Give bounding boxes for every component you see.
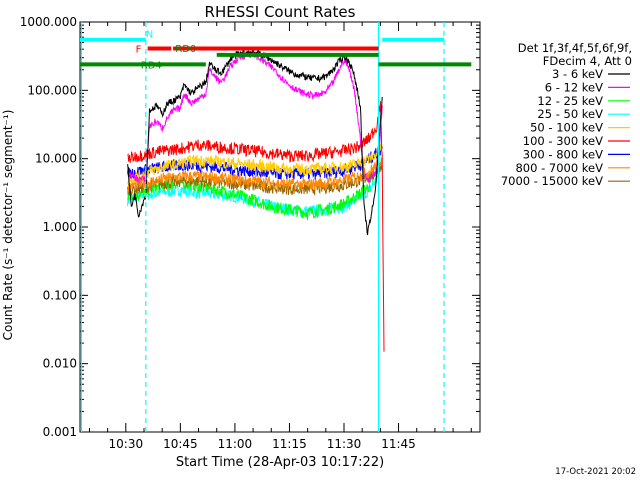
series-line [127, 157, 383, 192]
interval-label: N [146, 30, 153, 41]
legend-label: 50 - 100 keV [530, 121, 603, 135]
x-tick-label: 10:45 [163, 437, 198, 451]
y-axis-label: Count Rate (s⁻¹ detector⁻¹ segment⁻¹) [1, 110, 15, 341]
legend-label: 6 - 12 keV [545, 80, 603, 94]
legend-header-line-1: Det 1f,3f,4f,5f,6f,9f, [518, 41, 632, 55]
legend-label: 100 - 300 keV [523, 134, 603, 148]
interval-label: RD4 [141, 60, 162, 71]
state-intervals: NF RD0 RD4 [80, 30, 472, 71]
series-line [127, 48, 383, 236]
legend-label: 25 - 50 keV [537, 107, 603, 121]
x-axis: 10:30 10:45 11:00 11:15 11:30 11:45 [88, 22, 472, 451]
y-tick-label: 0.001 [43, 425, 77, 439]
legend-label: 800 - 7000 keV [515, 161, 603, 175]
interval-label: RD0 [175, 44, 196, 55]
legend-label: 12 - 25 keV [537, 94, 603, 108]
y-tick-label: 10.000 [35, 152, 77, 166]
timestamp: 17-Oct-2021 20:02 [555, 467, 636, 477]
x-tick-label: 11:30 [327, 437, 362, 451]
y-tick-label: 100.000 [27, 83, 77, 97]
x-axis-label: Start Time (28-Apr-03 10:17:22) [176, 455, 384, 470]
series-layer [127, 48, 385, 352]
x-tick-label: 11:15 [272, 437, 307, 451]
series-line [127, 101, 385, 352]
legend-label: 7000 - 15000 keV [501, 174, 603, 188]
legend: Det 1f,3f,4f,5f,6f,9f, FDecim 4, Att 0 3… [501, 41, 632, 188]
interval-label: F [136, 44, 142, 55]
vertical-markers [80, 22, 445, 432]
y-axis: 0.001 0.010 0.100 1.000 10.000 100.000 1000.00… [20, 15, 480, 439]
x-tick-label: 11:00 [218, 437, 253, 451]
y-tick-label: 1.000 [43, 220, 77, 234]
y-tick-label: 0.010 [43, 357, 77, 371]
legend-label: 300 - 800 keV [523, 147, 603, 161]
chart-title: RHESSI Count Rates [205, 3, 356, 21]
legend-header-line-2: FDecim 4, Att 0 [543, 54, 632, 68]
plot-area: NF RD0 RD4 [79, 21, 481, 433]
x-tick-label: 10:30 [109, 437, 144, 451]
series-line [127, 143, 383, 185]
series-line [127, 165, 383, 218]
plot-frame [79, 21, 481, 433]
series-line [127, 161, 383, 197]
y-tick-label: 0.100 [43, 288, 77, 302]
x-tick-label: 11:45 [381, 437, 416, 451]
legend-label: 3 - 6 keV [552, 67, 603, 81]
y-tick-label: 1000.000 [20, 15, 77, 29]
